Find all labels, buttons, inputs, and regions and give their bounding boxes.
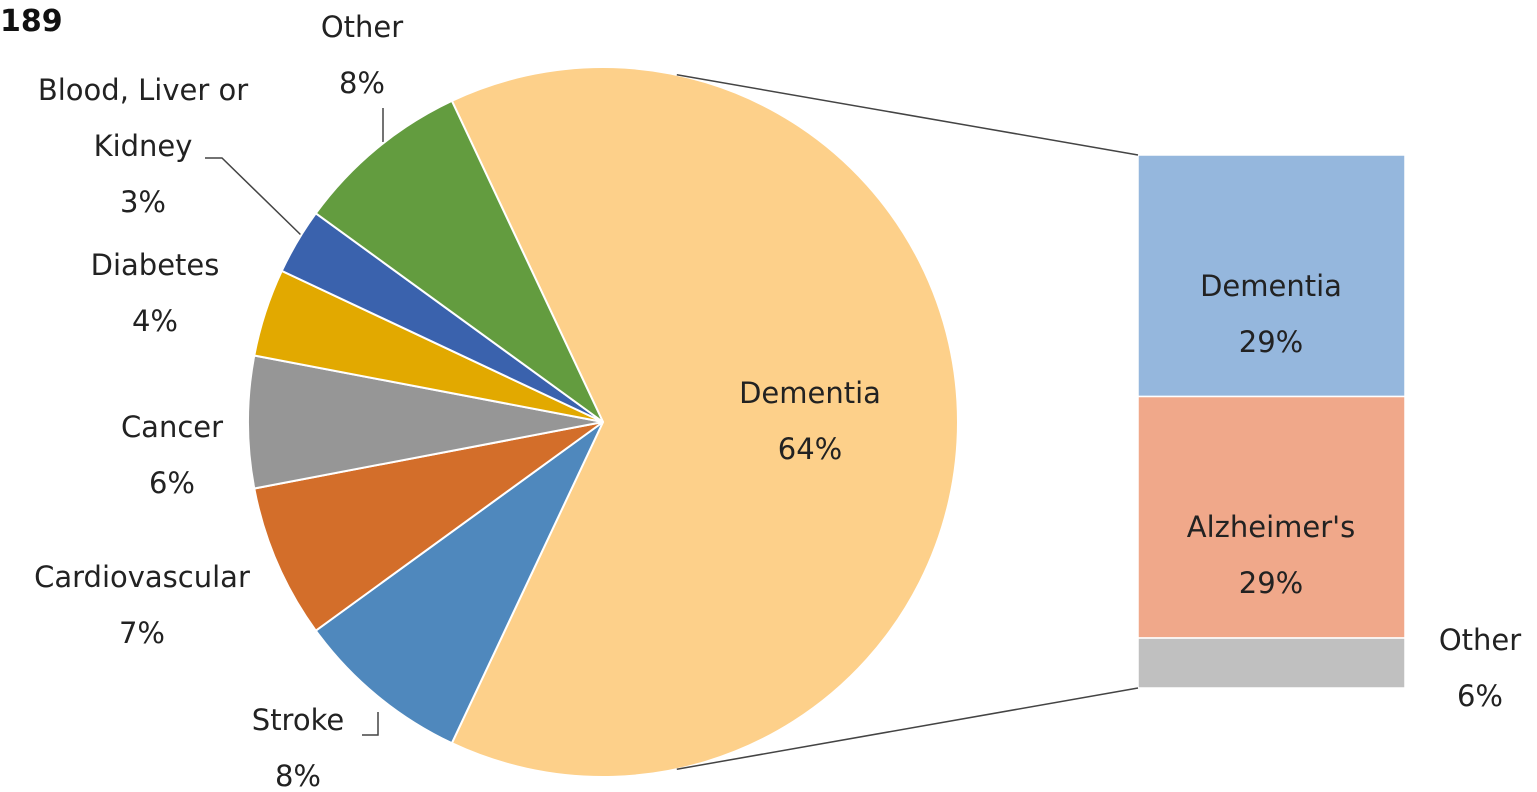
- data-label: Other 8%: [262, 0, 462, 111]
- label-name: Cancer: [120, 410, 224, 444]
- label-name: Other: [1438, 623, 1522, 658]
- data-label: Cancer 6%: [72, 399, 272, 511]
- label-value: 7%: [118, 616, 165, 650]
- data-label: Diabetes 4%: [55, 237, 255, 349]
- label-value: 6%: [148, 466, 195, 500]
- leader-line: [362, 712, 379, 736]
- chart-title: 189: [0, 4, 63, 39]
- label-value: 29%: [1238, 324, 1304, 359]
- pie-slice: [314, 99, 604, 423]
- bar-segment: [1137, 395, 1406, 639]
- bar-segment: [1137, 637, 1406, 689]
- label-value: 29%: [1238, 566, 1304, 601]
- label-value: 6%: [1456, 679, 1503, 714]
- data-label: Dementia 29%: [1161, 258, 1381, 370]
- label-name: Blood, Liver or Kidney: [37, 73, 249, 163]
- bar-segment: [1137, 154, 1406, 398]
- label-name: Dementia: [739, 376, 881, 410]
- data-label: Dementia 64%: [660, 365, 960, 477]
- data-label: Blood, Liver or Kidney 3%: [3, 62, 283, 230]
- label-value: 8%: [274, 759, 321, 792]
- data-label: Stroke 8%: [198, 692, 398, 792]
- pie-slice: [253, 421, 604, 633]
- pie-slice: [450, 66, 959, 778]
- connector-line: [676, 74, 1139, 156]
- data-label: Alzheimer's 29%: [1161, 499, 1381, 611]
- label-value: 4%: [131, 304, 178, 338]
- pie-slice: [247, 354, 604, 490]
- connector-line: [676, 687, 1139, 770]
- label-name: Stroke: [251, 703, 345, 737]
- data-label: Other 6%: [1420, 612, 1537, 724]
- data-label: Cardiovascular 7%: [2, 549, 282, 661]
- leader-line: [205, 157, 303, 237]
- label-name: Diabetes: [90, 248, 220, 282]
- label-value: 8%: [338, 66, 385, 100]
- label-name: Dementia: [1200, 268, 1342, 303]
- label-name: Alzheimer's: [1186, 510, 1356, 545]
- label-name: Cardiovascular: [34, 560, 250, 594]
- label-value: 64%: [777, 432, 843, 466]
- pie-slice: [314, 421, 604, 745]
- label-value: 3%: [119, 185, 166, 219]
- label-name: Other: [320, 10, 404, 44]
